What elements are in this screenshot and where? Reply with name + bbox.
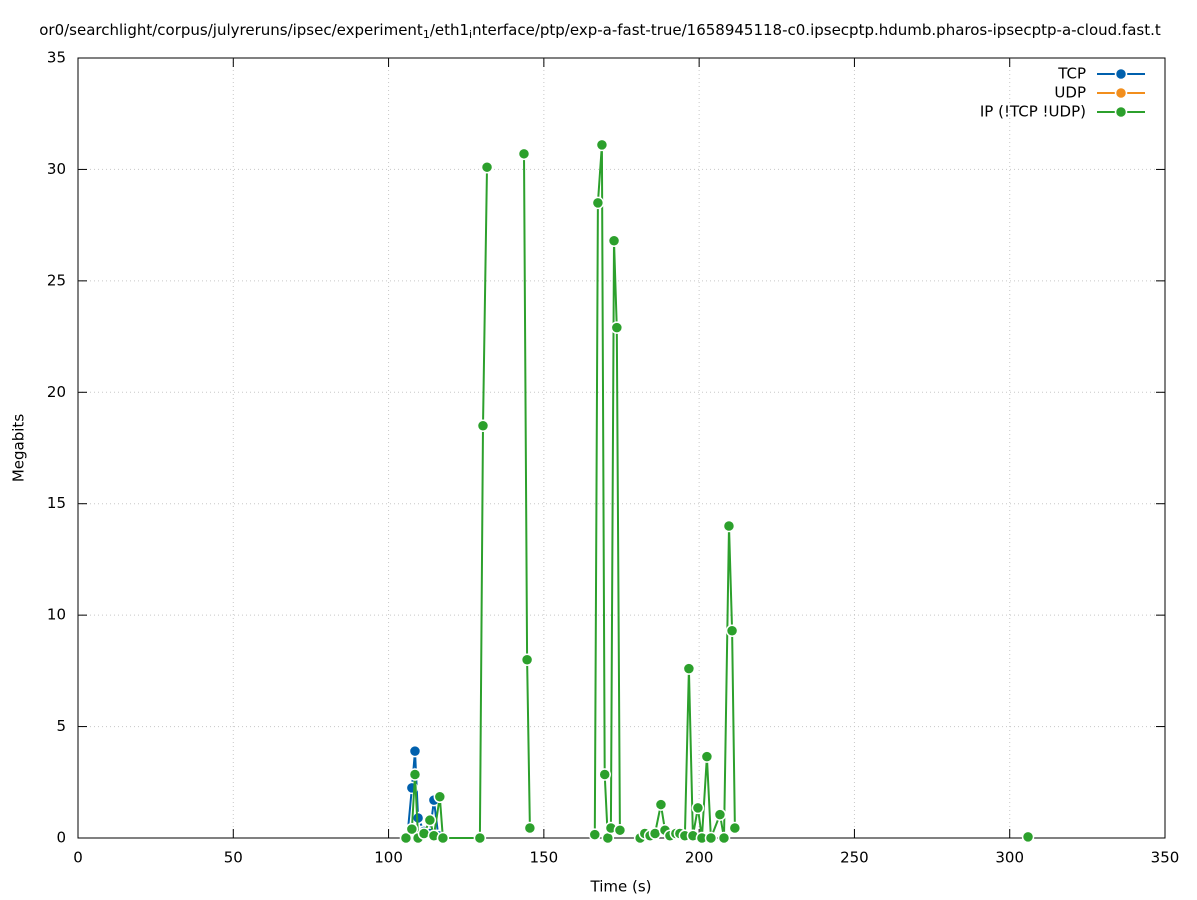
y-tick-label: 5 xyxy=(56,717,66,735)
data-point xyxy=(480,160,494,174)
title-part: or0/searchlight/corpus/julyreruns/ipsec/… xyxy=(39,21,423,39)
data-point xyxy=(417,827,431,840)
series-line xyxy=(406,145,1028,838)
title-subscript: i xyxy=(469,28,472,41)
chart-title: or0/searchlight/corpus/julyreruns/ipsec/… xyxy=(39,21,1161,42)
data-point xyxy=(523,821,537,835)
data-point xyxy=(408,768,422,781)
data-point xyxy=(613,823,627,837)
legend-marker xyxy=(1114,86,1128,100)
data-point xyxy=(399,831,413,845)
data-point xyxy=(598,768,611,781)
plot-frame xyxy=(77,57,1166,839)
x-tick-label: 100 xyxy=(374,849,403,867)
data-point xyxy=(728,821,742,835)
x-tick-label: 350 xyxy=(1151,849,1180,867)
data-point xyxy=(408,744,422,758)
legend-marker xyxy=(1114,67,1128,81)
data-point xyxy=(1021,830,1035,844)
data-point xyxy=(691,801,705,815)
data-point xyxy=(595,138,609,152)
data-point xyxy=(405,781,419,795)
data-point xyxy=(713,808,727,821)
data-point xyxy=(610,321,624,334)
data-point xyxy=(654,798,668,811)
data-point xyxy=(700,750,714,763)
y-tick-label: 30 xyxy=(47,160,66,178)
y-tick-label: 20 xyxy=(47,383,66,401)
data-point xyxy=(682,662,696,675)
data-point xyxy=(607,234,621,247)
legend-marker xyxy=(1114,105,1128,119)
legend-label: TCP xyxy=(1057,65,1086,83)
title-subscript: 1 xyxy=(423,28,430,41)
data-point xyxy=(520,653,534,666)
data-point xyxy=(588,828,602,841)
data-point xyxy=(405,822,419,836)
data-point xyxy=(423,813,437,827)
y-tick-label: 35 xyxy=(47,49,66,67)
y-tick-label: 25 xyxy=(47,271,66,289)
data-point xyxy=(436,831,450,845)
title-part: nterface/ptp/exp-a-fast-true/1658945118-… xyxy=(472,21,1161,39)
y-tick-label: 10 xyxy=(47,606,66,624)
data-point xyxy=(717,831,731,845)
y-tick-label: 0 xyxy=(56,829,66,847)
y-tick-label: 15 xyxy=(47,494,66,512)
data-point xyxy=(433,790,447,804)
x-tick-label: 0 xyxy=(73,849,83,867)
data-point xyxy=(722,519,736,533)
x-tick-label: 150 xyxy=(530,849,559,867)
x-axis-label: Time (s) xyxy=(590,878,652,896)
data-point xyxy=(591,196,605,210)
x-tick-label: 250 xyxy=(840,849,869,867)
data-point xyxy=(725,624,739,637)
y-axis-label: Megabits xyxy=(10,414,28,482)
data-point xyxy=(473,831,487,845)
data-point xyxy=(704,831,718,845)
legend-label: IP (!TCP !UDP) xyxy=(980,103,1086,121)
data-point xyxy=(476,419,490,432)
x-tick-label: 300 xyxy=(995,849,1024,867)
legend-label: UDP xyxy=(1054,84,1086,102)
data-point xyxy=(517,147,531,161)
x-tick-label: 50 xyxy=(224,849,243,867)
title-part: /eth1 xyxy=(430,21,469,39)
x-tick-label: 200 xyxy=(685,849,714,867)
